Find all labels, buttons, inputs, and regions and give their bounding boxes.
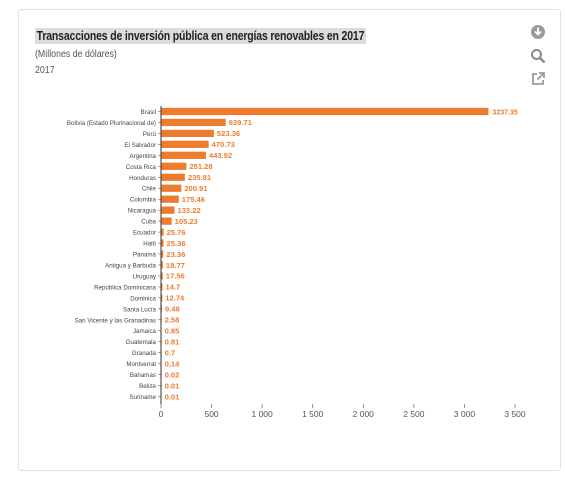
category-label: Antigua y Barbuda: [105, 262, 156, 269]
category-label: Perú: [143, 131, 157, 138]
bar: [161, 162, 187, 170]
value-label: 12.74: [165, 294, 185, 303]
category-label: Uruguay: [133, 273, 157, 280]
value-label: 17.56: [166, 272, 185, 281]
value-label: 175.46: [182, 195, 205, 204]
chart-subtitle: (Millones de dólares): [35, 48, 117, 60]
value-label: 9.48: [165, 305, 180, 314]
category-label: El Salvador: [124, 142, 156, 149]
chart-card: Transacciones de inversión pública en en…: [18, 9, 561, 471]
value-label: 200.91: [184, 184, 208, 193]
bar: [161, 294, 163, 302]
category-label: Granada: [132, 350, 157, 357]
value-label: 0.81: [165, 338, 181, 347]
value-label: 0.14: [165, 359, 181, 368]
value-label: 639.71: [229, 118, 253, 127]
bar: [161, 250, 164, 258]
value-label: 2.58: [165, 316, 180, 325]
x-tick-label: 0: [159, 409, 164, 419]
x-tick-label: 3 500: [504, 409, 526, 419]
value-label: 18.77: [166, 261, 185, 270]
value-label: 0.85: [165, 327, 181, 336]
category-label: Montserrat: [126, 361, 156, 368]
chart-year: 2017: [35, 64, 55, 76]
category-label: Colombia: [130, 197, 157, 204]
category-label: Suriname: [130, 394, 157, 401]
external-link-icon[interactable]: [530, 71, 546, 87]
value-label: 23.36: [166, 250, 185, 259]
value-label: 25.76: [167, 228, 186, 237]
category-label: Haití: [143, 241, 156, 248]
value-label: 0.02: [165, 370, 180, 379]
bar: [161, 151, 206, 159]
category-label: Belize: [139, 383, 156, 390]
bar: [161, 195, 179, 203]
bar: [161, 107, 489, 116]
value-label: 443.92: [209, 151, 232, 160]
category-label: Dominica: [130, 295, 156, 302]
value-label: 105.23: [175, 217, 198, 226]
bar: [161, 228, 164, 236]
x-tick-label: 1 000: [251, 409, 273, 419]
category-label: Ecuador: [133, 230, 156, 237]
category-label: Brasil: [141, 109, 156, 116]
bar: [161, 129, 214, 138]
value-label: 0.01: [165, 381, 181, 390]
bar: [161, 118, 226, 127]
x-tick-label: 1 500: [302, 409, 324, 419]
bar: [161, 206, 175, 214]
x-tick-label: 500: [204, 409, 218, 419]
value-label: 523.36: [217, 129, 240, 138]
value-label: 0.7: [165, 348, 176, 357]
bar: [161, 283, 163, 291]
download-icon[interactable]: [530, 24, 546, 40]
category-label: Panamá: [133, 252, 157, 259]
bar: [161, 272, 163, 280]
value-label: 251.28: [189, 162, 212, 171]
category-label: Cuba: [141, 219, 156, 226]
category-label: Costa Rica: [126, 164, 157, 171]
value-label: 470.73: [212, 140, 235, 149]
bar: [161, 239, 164, 247]
value-label: 235.81: [188, 173, 212, 182]
category-label: Guatemala: [126, 339, 157, 346]
category-label: Bahamas: [130, 372, 156, 379]
category-label: San Vicente y las Granadinas: [75, 317, 156, 324]
category-label: Chile: [142, 186, 157, 193]
x-tick-label: 2 000: [353, 409, 375, 419]
value-label: 0.01: [165, 392, 181, 401]
category-label: Jamaica: [133, 328, 157, 335]
bar: [161, 173, 185, 181]
bar: [161, 140, 209, 148]
search-icon[interactable]: [530, 48, 546, 64]
category-label: Nicaragua: [128, 208, 157, 215]
x-tick-label: 2 500: [403, 409, 425, 419]
category-label: Bolivia (Estado Plurinacional de): [67, 120, 156, 127]
category-label: Argentina: [130, 153, 157, 160]
value-label: 14.7: [165, 283, 180, 292]
x-tick-label: 3 000: [454, 409, 476, 419]
category-label: República Dominicana: [94, 284, 156, 291]
category-label: Santa Lucía: [123, 306, 157, 313]
value-label: 25.36: [167, 239, 186, 248]
bar: [161, 217, 172, 225]
value-label: 133.22: [177, 206, 200, 215]
chart-title: Transacciones de inversión pública en en…: [35, 28, 366, 44]
value-label: 3237.35: [492, 109, 517, 116]
category-label: Honduras: [129, 175, 156, 182]
bar: [161, 261, 163, 269]
bar: [161, 184, 182, 192]
